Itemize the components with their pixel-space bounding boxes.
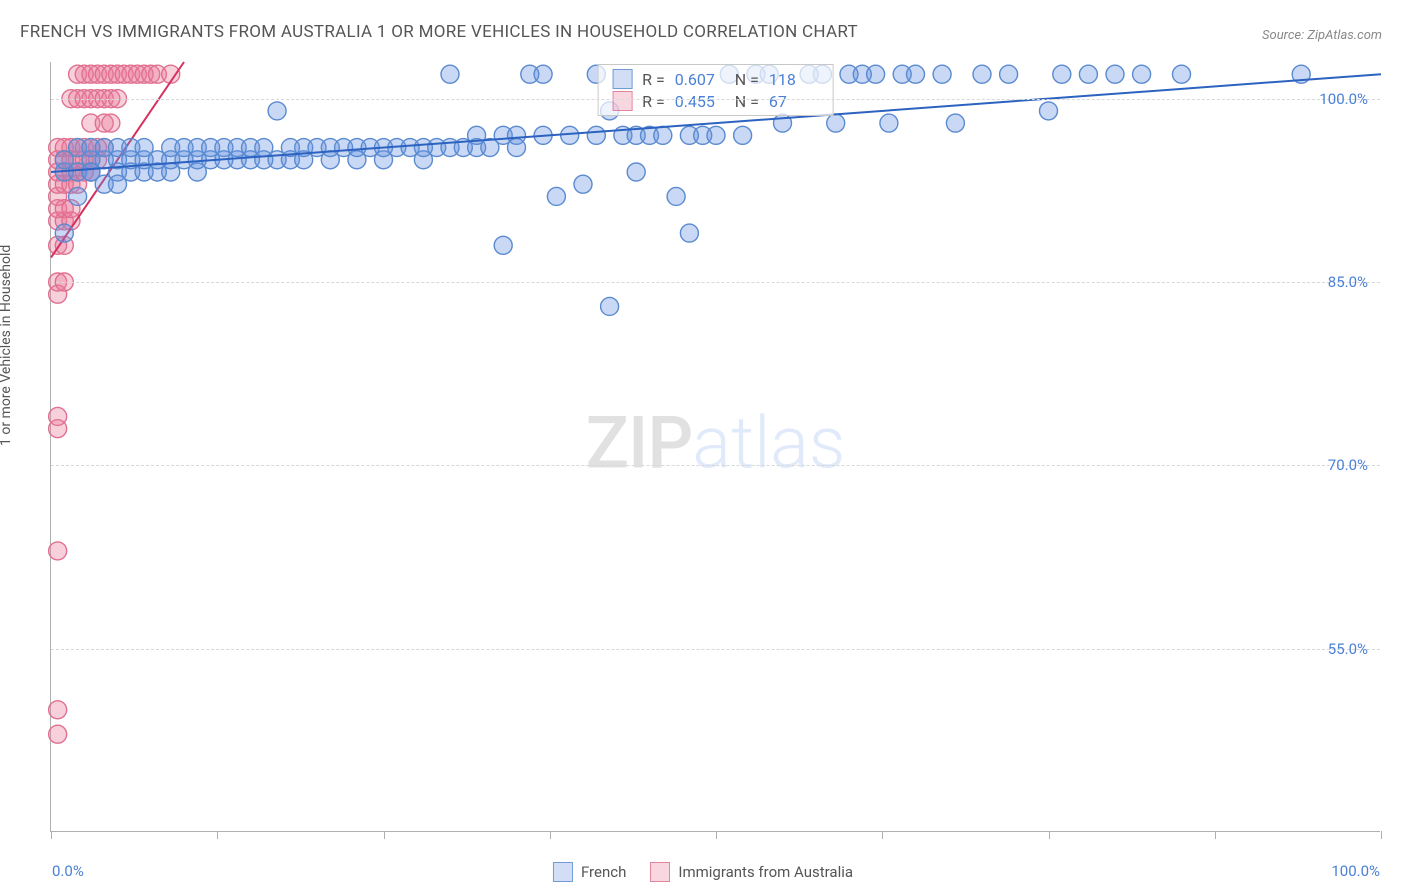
r-value-australia: 0.455 [675,92,725,111]
y-tick-label: 85.0% [1328,273,1368,291]
swatch-australia [612,91,632,111]
chart-title: FRENCH VS IMMIGRANTS FROM AUSTRALIA 1 OR… [20,22,858,42]
legend-item-australia: Immigrants from Australia [650,862,853,882]
scatter-plot [51,62,1380,831]
x-tick [217,831,218,839]
x-tick [1049,831,1050,839]
x-tick [1215,831,1216,839]
x-tick-label-0: 0.0% [52,862,84,880]
y-tick-label: 55.0% [1328,640,1368,658]
x-tick [882,831,883,839]
x-tick-label-100: 100.0% [1331,862,1380,880]
r-value-french: 0.607 [675,70,725,89]
n-value-french: 118 [769,70,819,89]
legend-item-french: French [553,862,626,882]
gridline [51,282,1380,283]
x-tick [51,831,52,839]
legend-swatch-french [553,862,573,882]
bottom-legend: French Immigrants from Australia [553,862,853,882]
chart-source: Source: ZipAtlas.com [1262,28,1382,43]
r-label: R = [642,92,665,111]
x-tick [1381,831,1382,839]
legend-swatch-australia [650,862,670,882]
n-label: N = [735,92,759,111]
stats-row-australia: R = 0.455 N = 67 [598,90,833,112]
plot-area: ZIPatlas R = 0.607 N = 118 R = 0.455 N =… [50,62,1380,832]
r-label: R = [642,70,665,89]
legend-label-french: French [581,863,626,881]
gridline [51,465,1380,466]
x-tick [716,831,717,839]
stats-box: R = 0.607 N = 118 R = 0.455 N = 67 [597,64,834,116]
y-axis-title: 1 or more Vehicles in Household [0,245,14,446]
x-tick [550,831,551,839]
stats-row-french: R = 0.607 N = 118 [598,68,833,90]
y-tick-label: 100.0% [1319,90,1368,108]
n-label: N = [735,70,759,89]
x-tick [384,831,385,839]
swatch-french [612,69,632,89]
gridline [51,649,1380,650]
legend-label-australia: Immigrants from Australia [678,863,853,881]
gridline [51,99,1380,100]
y-tick-label: 70.0% [1328,456,1368,474]
n-value-australia: 67 [769,92,819,111]
